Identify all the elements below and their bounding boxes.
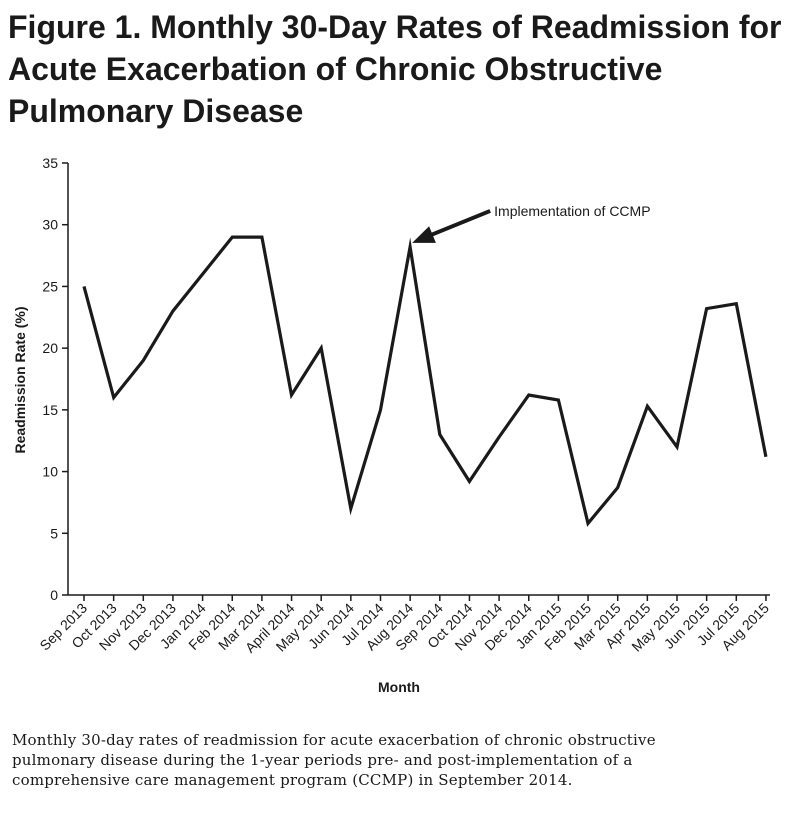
series-line <box>82 235 768 527</box>
y-tick-label: 0 <box>50 587 58 603</box>
annotation-layer: Implementation of CCMP <box>412 203 651 243</box>
figure-title: Figure 1. Monthly 30-Day Rates of Readmi… <box>8 9 782 129</box>
y-tick-label: 35 <box>42 155 58 171</box>
y-tick-label: 15 <box>42 402 58 418</box>
y-tick-label: 5 <box>50 525 58 541</box>
y-tick-label: 20 <box>42 340 58 356</box>
figure-caption: Monthly 30-day rates of readmission for … <box>12 731 656 789</box>
y-tick-label: 25 <box>42 278 58 294</box>
x-axis-title: Month <box>378 679 420 695</box>
annotation-arrow-shaft <box>425 209 491 239</box>
series-layer <box>82 235 768 527</box>
y-tick-label: 30 <box>42 217 58 233</box>
y-tick-label: 10 <box>42 464 58 480</box>
y-axis: 0 5 10 15 20 25 30 35 <box>42 155 69 603</box>
annotation-arrow-head <box>412 226 436 243</box>
y-axis-title: Readmission Rate (%) <box>12 306 28 453</box>
annotation-label: Implementation of CCMP <box>494 203 650 219</box>
